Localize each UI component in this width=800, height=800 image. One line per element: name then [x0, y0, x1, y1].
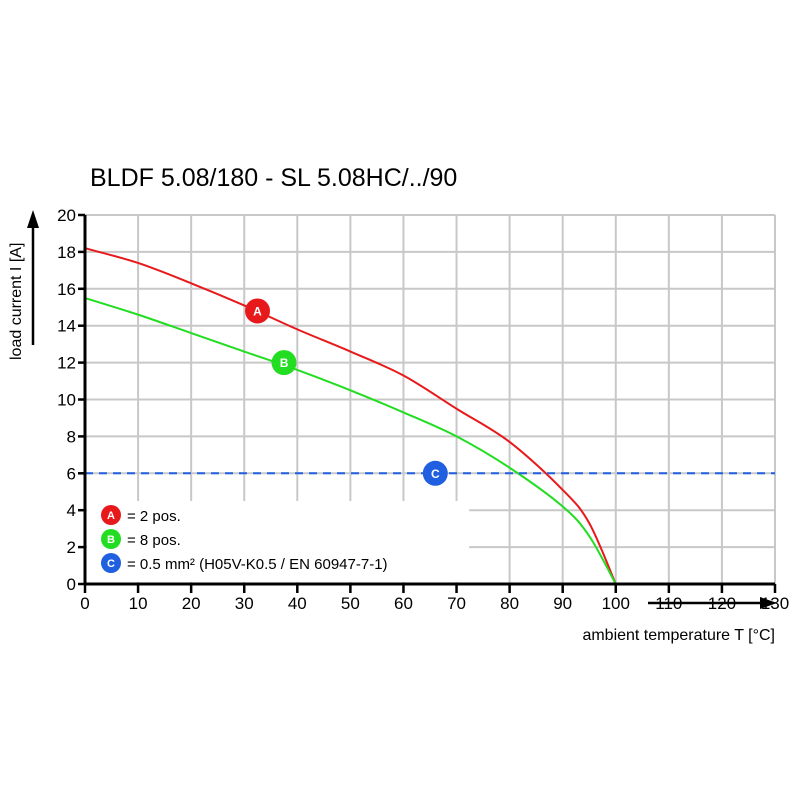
y-tick-label: 18: [57, 243, 76, 262]
x-tick-label: 90: [553, 594, 572, 613]
y-tick-label: 2: [67, 538, 76, 557]
y-tick-label: 20: [57, 206, 76, 225]
x-tick-label: 100: [602, 594, 630, 613]
chart-title: BLDF 5.08/180 - SL 5.08HC/../90: [90, 164, 457, 192]
y-arrow-head: [27, 210, 39, 228]
x-tick-label: 70: [447, 594, 466, 613]
legend-marker-b: [101, 529, 121, 549]
y-tick-label: 4: [67, 501, 76, 520]
x-tick-label: 10: [129, 594, 148, 613]
y-tick-label: 16: [57, 280, 76, 299]
y-tick-label: 6: [67, 464, 76, 483]
marker-letter: C: [431, 467, 440, 481]
axes: 0102030405060708090100110120130024681012…: [27, 206, 789, 613]
legend-marker-letter: B: [107, 534, 115, 546]
legend-marker-a: [101, 505, 121, 525]
y-tick-label: 0: [67, 575, 76, 594]
x-axis-label: ambient temperature T [°C]: [582, 627, 775, 644]
y-tick-label: 10: [57, 391, 76, 410]
legend-marker-c: [101, 553, 121, 573]
marker-a: [245, 298, 270, 324]
y-tick-label: 8: [67, 427, 76, 446]
x-tick-label: 80: [500, 594, 519, 613]
x-tick-label: 0: [80, 594, 89, 613]
y-tick-label: 14: [57, 317, 76, 336]
legend-text: = 0.5 mm² (H05V-K0.5 / EN 60947-7-1): [127, 556, 388, 573]
y-tick-label: 12: [57, 354, 76, 373]
marker-b: [271, 350, 297, 376]
x-tick-label: 50: [341, 594, 360, 613]
series-layer: ABC: [84, 247, 775, 585]
legend: A = 2 pos. B = 8 pos. C = 0.5 mm² (H05V-K0.5 …: [87, 500, 470, 582]
legend-marker-letter: A: [107, 510, 115, 522]
legend-background: [87, 500, 470, 582]
x-tick-label: 30: [235, 594, 254, 613]
x-arrow-head: [760, 597, 777, 609]
series-line-a: [84, 247, 617, 585]
marker-letter: B: [280, 356, 289, 370]
y-axis-label: load current I [A]: [8, 243, 25, 360]
x-tick-label: 20: [182, 594, 201, 613]
legend-text: = 2 pos.: [127, 508, 181, 525]
marker-c: [422, 460, 448, 486]
marker-letter: A: [253, 304, 262, 318]
series-line-b: [84, 297, 617, 585]
x-tick-label: 40: [288, 594, 307, 613]
legend-marker-letter: C: [107, 558, 115, 570]
x-tick-label: 60: [394, 594, 413, 613]
legend-text: = 8 pos.: [127, 532, 181, 549]
